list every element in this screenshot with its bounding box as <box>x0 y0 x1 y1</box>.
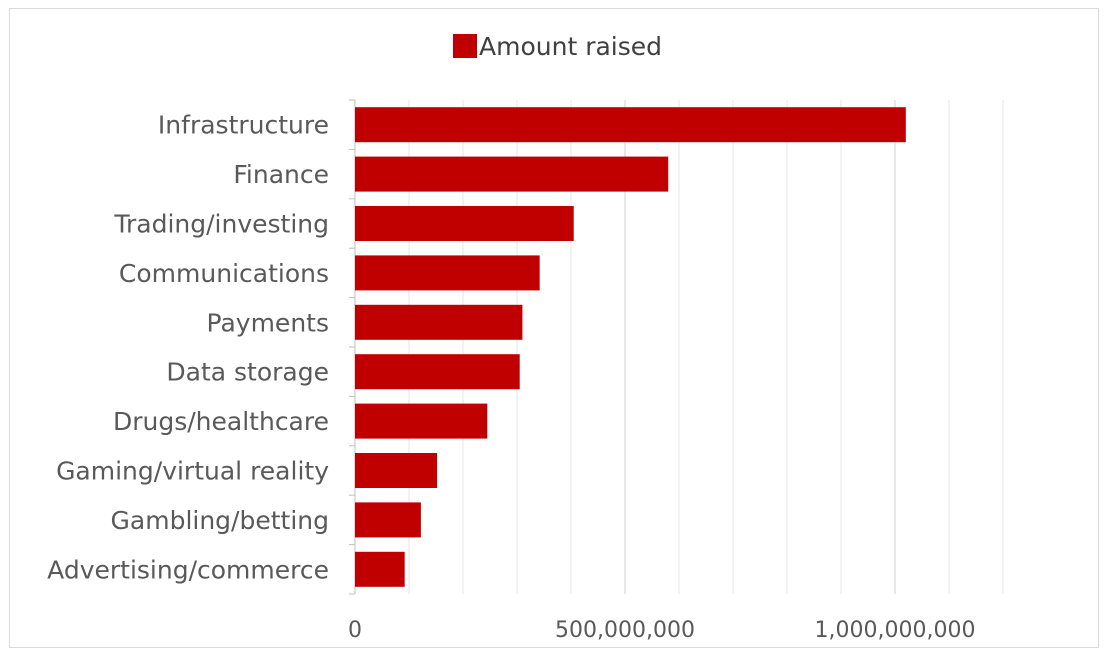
category-label: Gaming/virtual reality <box>56 457 329 486</box>
chart-legend: Amount raised <box>453 30 662 62</box>
category-label: Infrastructure <box>158 111 329 140</box>
category-label: Finance <box>233 160 329 189</box>
category-label: Drugs/healthcare <box>113 407 329 436</box>
legend-label: Amount raised <box>479 31 663 61</box>
category-label: Communications <box>119 259 329 288</box>
bar <box>355 255 540 291</box>
bar <box>355 206 574 241</box>
bar <box>355 354 520 390</box>
bar <box>355 453 438 488</box>
legend-swatch <box>453 34 477 58</box>
bar <box>355 304 523 340</box>
x-tick-label: 1,000,000,000 <box>815 618 976 643</box>
category-label: Data storage <box>166 358 329 387</box>
x-tick-label: 0 <box>348 618 362 643</box>
bar <box>355 107 906 143</box>
category-label: Payments <box>207 308 329 337</box>
category-label: Gambling/betting <box>111 506 329 535</box>
bar <box>355 156 669 192</box>
bar <box>355 551 405 587</box>
bar <box>355 403 488 439</box>
category-label: Advertising/commerce <box>47 555 329 584</box>
category-label: Trading/investing <box>113 210 329 239</box>
x-tick-label: 500,000,000 <box>555 618 695 643</box>
bar <box>355 502 421 538</box>
